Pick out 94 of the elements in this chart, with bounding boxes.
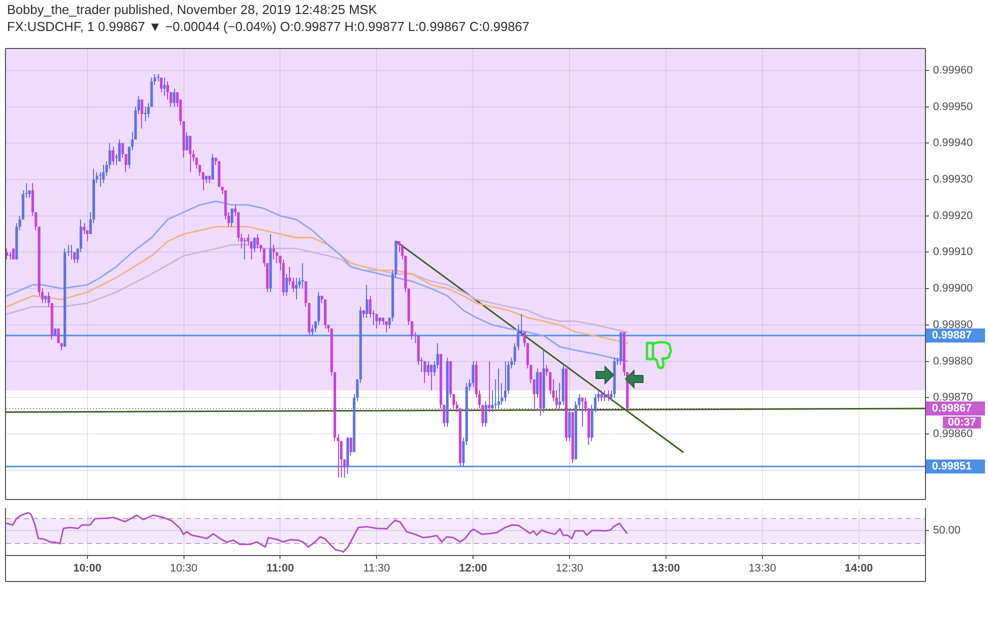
- candlestick: [73, 252, 76, 264]
- candlestick: [375, 313, 378, 330]
- candlestick: [530, 364, 532, 384]
- x-tick-label: 10:30: [170, 562, 198, 575]
- candlestick: [497, 368, 500, 410]
- candlestick: [256, 234, 259, 250]
- candlestick: [285, 274, 288, 296]
- candlestick: [301, 262, 304, 290]
- y-tick-label: 0.99870: [933, 392, 973, 404]
- candlestick: [8, 252, 12, 260]
- candlestick: [166, 80, 169, 100]
- candlestick: [366, 284, 368, 318]
- x-tick-label: 14:00: [844, 562, 873, 575]
- x-tick-label: 10:00: [73, 562, 102, 575]
- ref-line-label: 0.99851: [932, 460, 972, 473]
- candlestick: [211, 154, 214, 180]
- candlestick: [70, 244, 73, 260]
- candlestick: [532, 378, 536, 410]
- x-tick-label: 12:30: [556, 562, 584, 575]
- candlestick: [494, 378, 497, 410]
- candlestick: [288, 266, 292, 286]
- candlestick: [112, 146, 114, 166]
- candlestick: [6, 248, 8, 260]
- candlestick: [430, 364, 433, 391]
- x-tick-label: 11:30: [363, 562, 390, 575]
- candlestick: [488, 360, 490, 413]
- ref-line-label: 0.99887: [932, 330, 972, 342]
- candlestick: [472, 360, 474, 388]
- x-tick-label: 12:00: [458, 562, 488, 575]
- x-tick-label: 13:00: [652, 562, 680, 575]
- candlestick: [186, 132, 188, 151]
- y-tick-label: 0.99860: [933, 428, 973, 440]
- candlestick: [246, 234, 250, 246]
- candlestick: [98, 172, 102, 188]
- candlestick: [452, 393, 456, 410]
- candlestick: [414, 332, 416, 344]
- text: 50.00: [933, 524, 961, 537]
- candlestick: [578, 393, 580, 410]
- candlestick: [292, 277, 294, 293]
- candlestick: [82, 222, 86, 235]
- candlestick: [536, 368, 539, 398]
- candlestick: [163, 77, 166, 96]
- candlestick: [102, 164, 105, 184]
- candlestick: [546, 364, 548, 376]
- candlestick: [606, 390, 610, 402]
- candlestick: [426, 360, 430, 376]
- y-tick-label: 0.99900: [933, 282, 973, 295]
- candlestick: [304, 280, 308, 308]
- candlestick: [294, 277, 298, 300]
- candlestick: [66, 244, 70, 256]
- y-tick-label: 0.99890: [933, 318, 973, 331]
- candlestick: [581, 397, 584, 428]
- candlestick: [311, 324, 314, 336]
- candlestick: [244, 237, 246, 260]
- candlestick: [272, 244, 276, 260]
- y-tick-label: 0.99920: [933, 210, 973, 222]
- candlestick: [484, 400, 488, 428]
- candlestick: [604, 390, 606, 402]
- candlestick: [424, 360, 426, 384]
- candlestick: [410, 320, 414, 340]
- candlestick: [188, 135, 192, 173]
- candlestick: [172, 88, 176, 108]
- y-tick-label: 0.99910: [933, 246, 973, 258]
- candlestick: [230, 208, 234, 228]
- candlestick: [504, 360, 506, 402]
- candlestick: [202, 172, 204, 191]
- y-tick-label: 0.99950: [933, 100, 973, 113]
- candlestick: [372, 310, 375, 326]
- candlestick: [336, 433, 340, 478]
- y-tick-label: 0.99930: [933, 174, 973, 186]
- candlestick: [156, 74, 160, 82]
- candlestick: [558, 382, 562, 410]
- candlestick: [253, 237, 256, 253]
- candlestick: [343, 458, 346, 478]
- chart-subtitle: FX:USDCHF, 1 0.99867 ▼ −0.00044 (−0.04%) O:0.99877 H:0.99877 L:0.99867 C:0.99867: [7, 19, 530, 35]
- candlestick: [118, 138, 121, 162]
- candlestick: [420, 357, 423, 373]
- candlestick: [600, 390, 603, 402]
- y-tick-label: 0.99960: [933, 64, 973, 76]
- candlestick: [160, 77, 163, 93]
- y-tick-label: 0.99940: [933, 137, 973, 150]
- text: 00:37: [948, 416, 976, 429]
- ref-line-label: 0.99867: [932, 402, 972, 415]
- candlestick: [144, 106, 146, 122]
- candlestick: [124, 154, 128, 173]
- candlestick: [442, 404, 446, 428]
- candlestick: [368, 295, 372, 318]
- candlestick: [350, 437, 352, 456]
- candlestick: [140, 98, 144, 130]
- chart-title: Bobby_the_trader published, November 28, 2019 12:48:25 MSK: [7, 2, 378, 18]
- y-tick-label: 0.99880: [933, 355, 973, 368]
- candlestick: [514, 342, 516, 366]
- x-tick-label: 11:00: [266, 562, 294, 575]
- x-tick-label: 13:30: [748, 562, 776, 575]
